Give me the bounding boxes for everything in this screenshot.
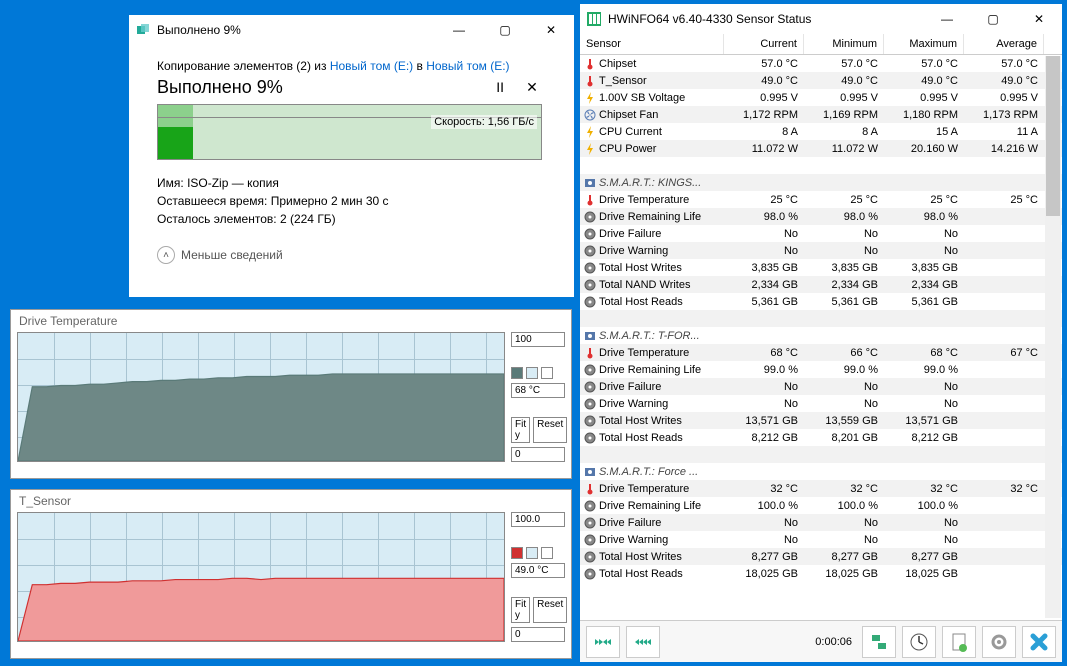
sensor-row[interactable]: Drive Temperature 32 °C32 °C 32 °C32 °C	[580, 480, 1062, 497]
hw-col-maximum[interactable]: Maximum	[884, 34, 964, 54]
hw-minimize-button[interactable]: —	[924, 4, 970, 34]
sensor-row[interactable]: Drive Temperature 25 °C25 °C 25 °C25 °C	[580, 191, 1062, 208]
graph-title: T_Sensor	[11, 490, 571, 512]
fit-y-button[interactable]: Fit y	[511, 597, 530, 623]
color-swatch[interactable]	[526, 367, 538, 379]
sensor-row[interactable]: 1.00V SB Voltage 0.995 V0.995 V 0.995 V0…	[580, 89, 1062, 106]
color-swatch[interactable]	[541, 367, 553, 379]
graph-value-label: 68 °C	[511, 383, 565, 398]
sensor-row[interactable]: Total Host Reads 18,025 GB18,025 GB 18,0…	[580, 565, 1062, 582]
hw-col-sensor[interactable]: Sensor	[580, 34, 724, 54]
color-swatch[interactable]	[511, 547, 523, 559]
sensor-row[interactable]: Total Host Reads 5,361 GB5,361 GB 5,361 …	[580, 293, 1062, 310]
fewer-details-toggle[interactable]: ˄ Меньше сведений	[157, 246, 546, 264]
copy-dst-link[interactable]: Новый том (E:)	[426, 59, 509, 73]
hwinfo-icon	[586, 11, 602, 27]
hw-sensor-list[interactable]: Chipset 57.0 °C57.0 °C 57.0 °C57.0 °CT_S…	[580, 55, 1062, 620]
sensor-row[interactable]: S.M.A.R.T.: KINGS...	[580, 174, 1062, 191]
sensor-row[interactable]: Total NAND Writes 2,334 GB2,334 GB 2,334…	[580, 276, 1062, 293]
sensor-row[interactable]: Total Host Writes 3,835 GB3,835 GB 3,835…	[580, 259, 1062, 276]
hwinfo-title: HWiNFO64 v6.40-4330 Sensor Status	[608, 12, 811, 26]
maximize-button[interactable]: ▢	[482, 15, 528, 45]
reset-button[interactable]: Reset	[533, 597, 567, 623]
hw-col-minimum[interactable]: Minimum	[804, 34, 884, 54]
hw-btn-clock-icon[interactable]	[902, 626, 936, 658]
sensor-row[interactable]: Drive Warning NoNo No	[580, 242, 1062, 259]
color-swatch[interactable]	[526, 547, 538, 559]
graph-max-label: 100.0	[511, 512, 565, 527]
hw-btn-close-icon[interactable]	[1022, 626, 1056, 658]
sensor-row[interactable]: Drive Remaining Life 100.0 %100.0 % 100.…	[580, 497, 1062, 514]
hw-btn-net-icon[interactable]	[862, 626, 896, 658]
reset-button[interactable]: Reset	[533, 417, 567, 443]
sensor-row[interactable]: CPU Power 11.072 W11.072 W 20.160 W14.21…	[580, 140, 1062, 157]
copy-title-text: Выполнено 9%	[157, 23, 241, 37]
graph-max-label: 100	[511, 332, 565, 347]
sensor-row[interactable]: Drive Remaining Life 99.0 %99.0 % 99.0 %	[580, 361, 1062, 378]
sensor-row[interactable]: Drive Remaining Life 98.0 %98.0 % 98.0 %	[580, 208, 1062, 225]
graph-title: Drive Temperature	[11, 310, 571, 332]
hw-btn-gear-icon[interactable]	[982, 626, 1016, 658]
copy-progress-window: Выполнено 9% — ▢ ✕ Копирование элементов…	[128, 14, 575, 298]
sensor-row[interactable]: CPU Current 8 A8 A 15 A11 A	[580, 123, 1062, 140]
sensor-row[interactable]: Drive Warning NoNo No	[580, 531, 1062, 548]
hw-scrollbar[interactable]	[1045, 56, 1061, 618]
sensor-row[interactable]: Total Host Writes 8,277 GB8,277 GB 8,277…	[580, 548, 1062, 565]
color-swatch[interactable]	[511, 367, 523, 379]
graph-drive-temp: Drive Temperature 100 68 °C Fit y Reset …	[10, 309, 572, 479]
minimize-button[interactable]: —	[436, 15, 482, 45]
copy-titlebar[interactable]: Выполнено 9% — ▢ ✕	[129, 15, 574, 45]
sensor-row[interactable]: Drive Failure NoNo No	[580, 225, 1062, 242]
sensor-row[interactable]: Drive Failure NoNo No	[580, 514, 1062, 531]
hw-btn-left[interactable]	[586, 626, 620, 658]
graph-value-label: 49.0 °C	[511, 563, 565, 578]
hwinfo-window: HWiNFO64 v6.40-4330 Sensor Status — ▢ ✕ …	[579, 3, 1063, 663]
copy-summary-line: Копирование элементов (2) из Новый том (…	[157, 59, 546, 73]
color-swatch[interactable]	[541, 547, 553, 559]
hw-timer: 0:00:06	[811, 636, 856, 648]
close-button[interactable]: ✕	[528, 15, 574, 45]
sensor-row[interactable]: Drive Failure NoNo No	[580, 378, 1062, 395]
sensor-row[interactable]: Drive Temperature 68 °C66 °C 68 °C67 °C	[580, 344, 1062, 361]
hw-btn-doc-icon[interactable]	[942, 626, 976, 658]
chevron-up-icon: ˄	[157, 246, 175, 264]
copy-title-icon	[135, 22, 151, 38]
sensor-row[interactable]: Total Host Reads 8,212 GB8,201 GB 8,212 …	[580, 429, 1062, 446]
hw-col-current[interactable]: Current	[724, 34, 804, 54]
cancel-button[interactable]: ✕	[518, 79, 546, 96]
copy-src-link[interactable]: Новый том (E:)	[330, 59, 413, 73]
copy-details: Имя: ISO-Zip — копия Оставшееся время: П…	[157, 174, 546, 228]
graph-tsensor: T_Sensor 100.0 49.0 °C Fit y Reset 0	[10, 489, 572, 659]
hw-close-button[interactable]: ✕	[1016, 4, 1062, 34]
sensor-row[interactable]: Total Host Writes 13,571 GB13,559 GB 13,…	[580, 412, 1062, 429]
hw-maximize-button[interactable]: ▢	[970, 4, 1016, 34]
hw-col-average[interactable]: Average	[964, 34, 1044, 54]
copy-progress-heading: Выполнено 9% II ✕	[157, 77, 546, 98]
hw-scrollbar-thumb[interactable]	[1046, 56, 1060, 216]
sensor-row[interactable]: T_Sensor 49.0 °C49.0 °C 49.0 °C49.0 °C	[580, 72, 1062, 89]
hw-column-headers[interactable]: Sensor Current Minimum Maximum Average	[580, 34, 1062, 55]
sensor-row[interactable]: S.M.A.R.T.: T-FOR...	[580, 327, 1062, 344]
hw-footer: 0:00:06	[580, 620, 1062, 662]
sensor-row[interactable]: Chipset Fan 1,172 RPM1,169 RPM 1,180 RPM…	[580, 106, 1062, 123]
sensor-row[interactable]: Drive Warning NoNo No	[580, 395, 1062, 412]
graph-min-label: 0	[511, 627, 565, 642]
graph-min-label: 0	[511, 447, 565, 462]
fit-y-button[interactable]: Fit y	[511, 417, 530, 443]
pause-button[interactable]: II	[486, 79, 514, 95]
sensor-row[interactable]: S.M.A.R.T.: Force ...	[580, 463, 1062, 480]
hw-btn-right[interactable]	[626, 626, 660, 658]
copy-speed-label: Скорость: 1,56 ГБ/с	[431, 115, 537, 129]
copy-speed-chart: Скорость: 1,56 ГБ/с	[157, 104, 542, 160]
sensor-row[interactable]: Chipset 57.0 °C57.0 °C 57.0 °C57.0 °C	[580, 55, 1062, 72]
hwinfo-titlebar[interactable]: HWiNFO64 v6.40-4330 Sensor Status — ▢ ✕	[580, 4, 1062, 34]
